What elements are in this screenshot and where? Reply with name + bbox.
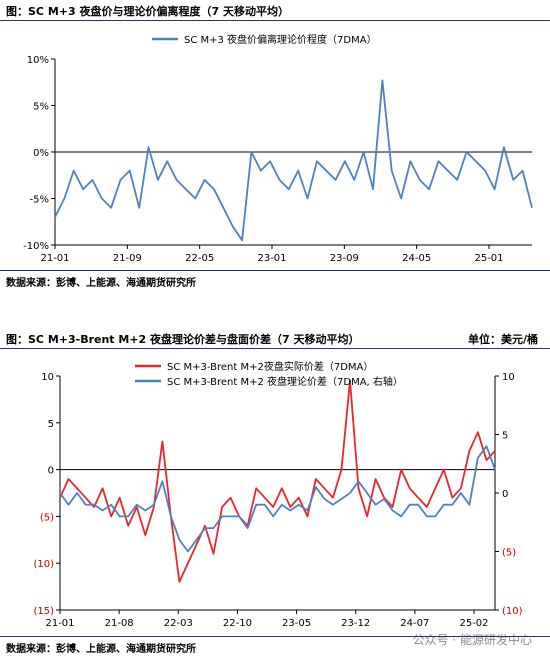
x-tick-label: 25-01 <box>474 253 503 264</box>
x-tick-label: 21-01 <box>40 253 69 264</box>
y-tick-label-left: 10 <box>41 372 54 383</box>
chart1-legend: SC M+3 夜盘价偏离理论价程度（7DMA） <box>152 33 377 46</box>
chart1-axes: 10% 5% 0% -5% -10%21-01 21-09 22-05 23-01 23-09 2… <box>23 55 532 264</box>
chart2-unit: 单位：美元/桶 <box>467 333 538 346</box>
legend-label-1: SC M+3-Brent M+2夜盘实际价差（7DMA） <box>167 360 373 373</box>
y-tick-label-left: 5 <box>48 419 54 430</box>
chart1-title: 图：SC M+3 夜盘价与理论价偏离程度（7 天移动平均） <box>6 5 289 18</box>
y-tick-label-left: (15) <box>33 606 54 617</box>
y-tick-label-right: 0 <box>502 489 508 500</box>
chart2-series-group <box>59 379 496 583</box>
chart1-series-group <box>54 79 533 242</box>
chart1-svg: 10% 5% 0% -5% -10%21-01 21-09 22-05 23-01 23-09 2… <box>23 33 533 264</box>
x-tick-label: 22-10 <box>223 618 252 629</box>
x-tick-label: 21-01 <box>45 618 74 629</box>
x-tick-label: 23-05 <box>282 618 311 629</box>
y-tick-label-left: 5% <box>33 102 49 113</box>
y-tick-label-right: (10) <box>502 606 523 617</box>
x-tick-label: 25-02 <box>459 618 488 629</box>
chart1-footer: 数据来源：彭博、上能源、海通期货研究所 <box>0 270 550 289</box>
y-tick-label-left: -5% <box>30 195 49 206</box>
legend-label-2: SC M+3-Brent M+2 夜盘理论价差（7DMA, 右轴） <box>167 375 403 388</box>
y-tick-label-left: 0 <box>48 466 54 477</box>
x-tick-label: 22-03 <box>164 618 193 629</box>
chart2-footer: 数据来源：彭博、上能源、海通期货研究所 <box>0 636 550 655</box>
x-tick-label: 23-12 <box>341 618 370 629</box>
y-tick-label-left: 10% <box>27 55 49 66</box>
chart1-source: 数据来源：彭博、上能源、海通期货研究所 <box>6 278 196 289</box>
chart2-legend: SC M+3-Brent M+2夜盘实际价差（7DMA） SC M+3-Brent… <box>135 360 403 388</box>
x-tick-label: 21-08 <box>105 618 134 629</box>
y-tick-label-left: (10) <box>33 559 54 570</box>
y-tick-label-right: (5) <box>502 548 516 559</box>
chart1-header: 图：SC M+3 夜盘价与理论价偏离程度（7 天移动平均） <box>0 0 550 21</box>
x-tick-label: 24-05 <box>402 253 431 264</box>
series-line-2 <box>59 445 496 553</box>
chart2-title: 图：SC M+3-Brent M+2 夜盘理论价差与盘面价差（7 天移动平均） <box>6 333 360 346</box>
x-tick-label: 23-01 <box>257 253 286 264</box>
y-tick-label-right: 5 <box>502 431 508 442</box>
legend-label-1: SC M+3 夜盘价偏离理论价程度（7DMA） <box>184 33 377 46</box>
x-tick-label: 23-09 <box>330 253 359 264</box>
chart2-source: 数据来源：彭博、上能源、海通期货研究所 <box>6 644 196 655</box>
y-tick-label-left: 0% <box>33 148 49 159</box>
x-tick-label: 24-07 <box>400 618 429 629</box>
y-tick-label-left: (5) <box>40 512 54 523</box>
chart2-header: 图：SC M+3-Brent M+2 夜盘理论价差与盘面价差（7 天移动平均） … <box>0 328 550 349</box>
y-tick-label-right: 10 <box>502 372 515 383</box>
y-tick-label-left: -10% <box>23 241 49 252</box>
x-tick-label: 21-09 <box>113 253 142 264</box>
series-line-1 <box>54 79 533 242</box>
chart2-svg: 10 5 0 (5) (10) (15) 10 5 0 (5) (10) 21-01 21-08 22-0… <box>33 360 523 629</box>
series-line-1 <box>59 379 496 583</box>
x-tick-label: 22-05 <box>185 253 214 264</box>
